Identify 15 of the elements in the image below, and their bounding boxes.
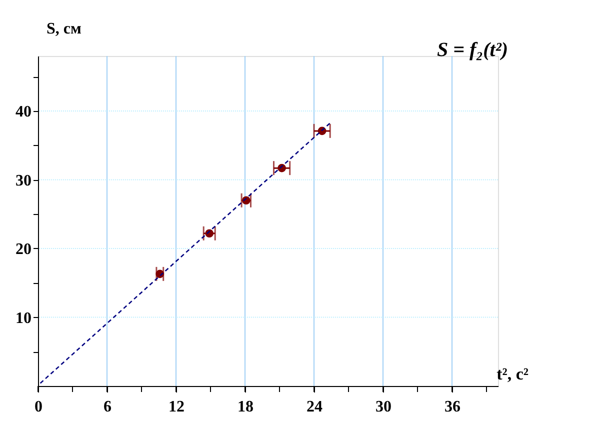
x-tick-label: 30 [376, 398, 392, 416]
x-tick-label: 24 [306, 398, 322, 416]
x-tick-label: 6 [104, 398, 112, 416]
x-tick-label: 0 [34, 398, 42, 416]
y-tick-label: 30 [16, 172, 32, 190]
x-tick-label: 12 [168, 398, 184, 416]
x-axis-title: t², с² [496, 364, 528, 384]
x-tick-label: 36 [444, 398, 460, 416]
y-tick-label: 10 [16, 310, 32, 327]
y-axis-title: S, см [46, 20, 82, 38]
chart-title: S = f₂(t²) [436, 39, 508, 61]
point [156, 270, 164, 278]
x-tick-label: 18 [238, 398, 254, 416]
y-tick-label: 20 [16, 241, 32, 258]
y-tick-label: 40 [16, 104, 32, 120]
